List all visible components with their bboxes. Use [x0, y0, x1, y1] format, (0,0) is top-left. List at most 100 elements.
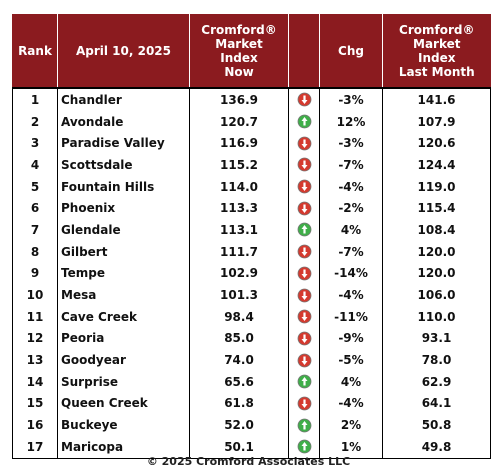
down-arrow-icon [297, 92, 311, 107]
index-now: 113.3 [189, 197, 289, 220]
change: -9% [319, 327, 383, 350]
header-line: Market [215, 36, 263, 51]
city: Gilbert [57, 240, 190, 263]
rank: 11 [12, 305, 58, 328]
change: -3% [319, 88, 383, 111]
header-line: April 10, 2025 [75, 43, 172, 58]
down-arrow-icon [297, 331, 311, 346]
rank: 7 [12, 219, 58, 241]
trend-cell [288, 240, 320, 263]
city: Surprise [57, 370, 190, 393]
rank: 16 [12, 414, 58, 436]
city: Goodyear [57, 349, 190, 371]
index-now: 52.0 [189, 414, 289, 436]
index-last-month: 49.8 [382, 436, 491, 459]
rank: 13 [12, 349, 58, 371]
down-arrow-icon [297, 288, 311, 302]
table-row: 12 Peoria 85.0 -9% 93.1 [12, 327, 491, 350]
table-row: 9 Tempe 102.9 -14% 120.0 [12, 262, 491, 285]
change: 2% [319, 414, 383, 436]
rank: 8 [12, 240, 58, 263]
city: Phoenix [57, 197, 190, 220]
index-now: 85.0 [189, 327, 289, 350]
change: -5% [319, 349, 383, 371]
change: -4% [319, 284, 383, 306]
header-cell: Chg [319, 14, 383, 88]
table-row: 7 Glendale 113.1 4% 108.4 [12, 219, 491, 241]
change: -7% [319, 240, 383, 263]
trend-cell [288, 392, 320, 415]
index-last-month: 110.0 [382, 305, 491, 328]
index-last-month: 107.9 [382, 110, 491, 133]
change: -4% [319, 175, 383, 198]
down-arrow-icon [297, 136, 311, 151]
index-last-month: 78.0 [382, 349, 491, 371]
trend-cell [288, 132, 320, 155]
rank: 3 [12, 132, 58, 155]
rank: 4 [12, 154, 58, 176]
index-now: 114.0 [189, 175, 289, 198]
down-arrow-icon [297, 266, 311, 281]
table-row: 1 Chandler 136.9 -3% 141.6 [12, 88, 491, 111]
index-now: 120.7 [189, 110, 289, 133]
index-last-month: 106.0 [382, 284, 491, 306]
change: 4% [319, 219, 383, 241]
city: Cave Creek [57, 305, 190, 328]
city: Tempe [57, 262, 190, 285]
trend-cell [288, 154, 320, 176]
table-row: 3 Paradise Valley 116.9 -3% 120.6 [12, 132, 491, 155]
down-arrow-icon [297, 244, 311, 259]
change: 4% [319, 370, 383, 393]
trend-cell [288, 370, 320, 393]
city: Scottsdale [57, 154, 190, 176]
index-last-month: 124.4 [382, 154, 491, 176]
index-last-month: 119.0 [382, 175, 491, 198]
table-row: 6 Phoenix 113.3 -2% 115.4 [12, 197, 491, 220]
table-row: 14 Surprise 65.6 4% 62.9 [12, 370, 491, 393]
index-now: 111.7 [189, 240, 289, 263]
header-cell: Cromford® Market Index Last Month [382, 14, 491, 88]
header-line: Index [220, 50, 258, 65]
change: 12% [319, 110, 383, 133]
change: -4% [319, 392, 383, 415]
trend-cell [288, 197, 320, 220]
header-cell: Cromford® Market Index Now [189, 14, 289, 88]
change: -14% [319, 262, 383, 285]
index-now: 61.8 [189, 392, 289, 415]
table-row: 2 Avondale 120.7 12% 107.9 [12, 110, 491, 133]
down-arrow-icon [297, 309, 311, 324]
up-arrow-icon [297, 439, 311, 454]
header-line: Chg [338, 43, 364, 58]
trend-cell [288, 110, 320, 133]
change: -7% [319, 154, 383, 176]
index-last-month: 120.0 [382, 262, 491, 285]
trend-cell [288, 349, 320, 371]
city: Chandler [57, 88, 190, 111]
index-last-month: 120.6 [382, 132, 491, 155]
rank: 10 [12, 284, 58, 306]
down-arrow-icon [297, 353, 311, 367]
index-now: 74.0 [189, 349, 289, 371]
header-cell: April 10, 2025 [57, 14, 190, 88]
table-row: 8 Gilbert 111.7 -7% 120.0 [12, 240, 491, 263]
index-last-month: 115.4 [382, 197, 491, 220]
index-last-month: 93.1 [382, 327, 491, 350]
trend-cell [288, 284, 320, 306]
city: Peoria [57, 327, 190, 350]
rank: 15 [12, 392, 58, 415]
table-row: 17 Maricopa 50.1 1% 49.8 [12, 436, 491, 459]
city: Mesa [57, 284, 190, 306]
header-line: Market [413, 36, 461, 51]
index-now: 115.2 [189, 154, 289, 176]
table-row: 16 Buckeye 52.0 2% 50.8 [12, 414, 491, 436]
up-arrow-icon [297, 223, 311, 237]
index-now: 113.1 [189, 219, 289, 241]
index-now: 116.9 [189, 132, 289, 155]
city: Glendale [57, 219, 190, 241]
change: -3% [319, 132, 383, 155]
rank: 2 [12, 110, 58, 133]
rank: 6 [12, 197, 58, 220]
city: Paradise Valley [57, 132, 190, 155]
rank: 12 [12, 327, 58, 350]
